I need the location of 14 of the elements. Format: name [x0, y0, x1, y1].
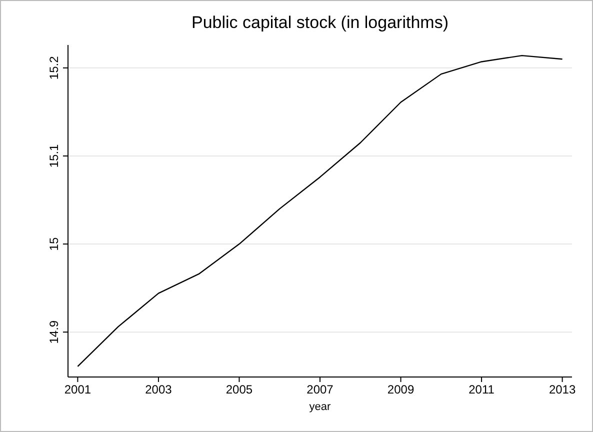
x-tick-label: 2005	[226, 382, 253, 397]
y-tick-label: 15	[47, 237, 61, 251]
x-tick-label: 2003	[145, 382, 172, 397]
x-tick-label: 2009	[387, 382, 414, 397]
x-tick-label: 2007	[306, 382, 334, 397]
x-tick-label: 2013	[548, 382, 576, 397]
line-series	[77, 54, 563, 368]
y-tick-label: 15.2	[47, 56, 61, 80]
y-tick-label: 14.9	[47, 320, 61, 344]
y-tick-label: 15.1	[47, 144, 61, 168]
x-tick-label: 2001	[64, 382, 92, 397]
chart-title: Public capital stock (in logarithms)	[192, 13, 448, 32]
x-axis-title: year	[309, 401, 332, 413]
x-tick-label: 2011	[468, 382, 495, 397]
